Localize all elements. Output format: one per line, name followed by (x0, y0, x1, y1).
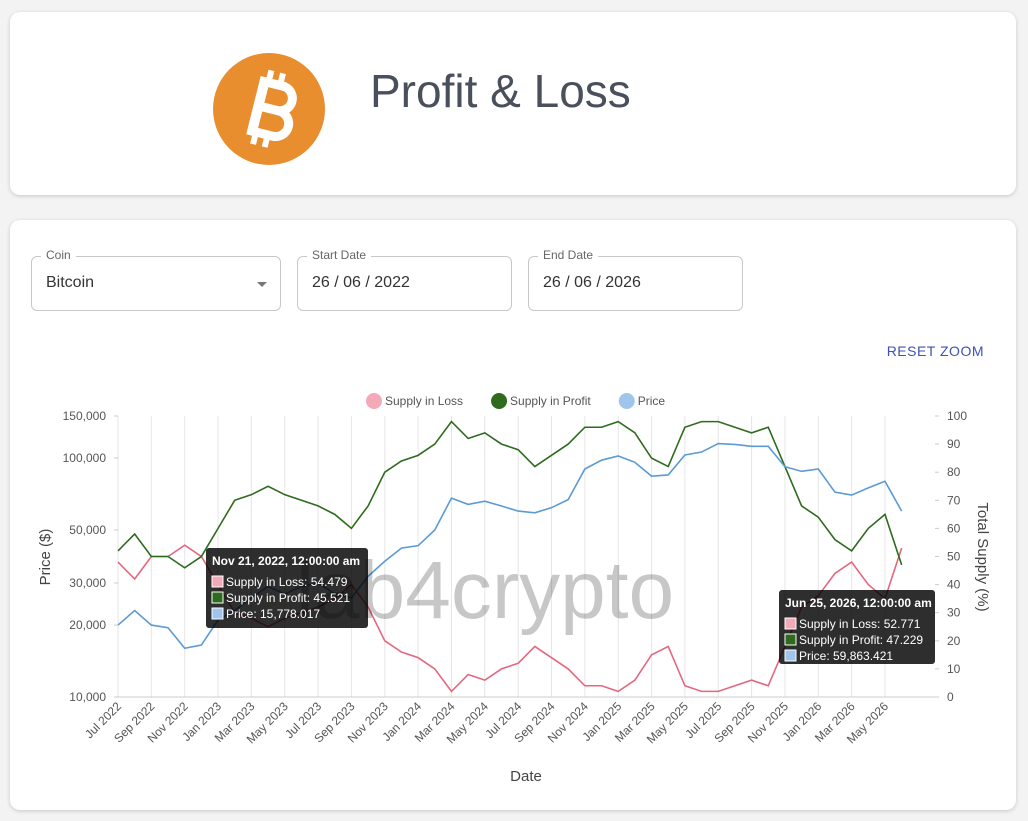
reset-zoom-button[interactable]: RESET ZOOM (886, 343, 984, 359)
y-tick-label: 30,000 (69, 576, 106, 590)
field-label: Coin (41, 248, 76, 262)
tooltip-box (206, 548, 368, 628)
legend-label: Supply in Loss (385, 394, 463, 408)
tooltip-line: Supply in Profit: 47.229 (799, 633, 923, 647)
y-tick-label: 100,000 (63, 451, 107, 465)
bitcoin-logo (213, 53, 325, 165)
tooltip-line: Price: 15,778.017 (226, 607, 320, 621)
y2-tick-label: 90 (947, 437, 961, 451)
tooltip-title: Jun 25, 2026, 12:00:00 am (785, 596, 932, 610)
y-tick-label: 10,000 (69, 690, 106, 704)
y2-tick-label: 60 (947, 521, 961, 535)
y2-tick-label: 50 (947, 550, 961, 564)
tooltip-line: Supply in Loss: 54.479 (226, 575, 348, 589)
tooltip-swatch (784, 617, 797, 630)
field-label: Start Date (307, 248, 372, 262)
tooltip-title: Nov 21, 2022, 12:00:00 am (212, 554, 360, 568)
field-value: 26 / 06 / 2022 (312, 274, 410, 291)
y2-tick-label: 80 (947, 465, 961, 479)
y-axis-title: Price ($) (37, 529, 54, 586)
legend-swatch (491, 393, 508, 409)
y2-tick-label: 20 (947, 634, 961, 648)
start-date-input[interactable]: Start Date 26 / 06 / 2022 (297, 248, 512, 311)
legend-label: Supply in Profit (510, 394, 591, 408)
tooltip-swatch (784, 633, 797, 646)
dropdown-arrow (257, 282, 267, 287)
legend-swatch (618, 393, 635, 409)
field-value: Bitcoin (46, 274, 95, 291)
legend-swatch (366, 393, 382, 409)
header-card: Profit & Loss (10, 12, 1016, 195)
end-date-input[interactable]: End Date 26 / 06 / 2026 (528, 248, 743, 311)
coin-select[interactable]: Coin Bitcoin (31, 248, 281, 311)
tooltip-line: Supply in Loss: 52.771 (799, 617, 921, 631)
tooltip-swatch (211, 591, 224, 604)
y2-tick-label: 100 (947, 409, 967, 423)
y-tick-label: 150,000 (63, 409, 107, 423)
page-title: Profit & Loss (370, 65, 631, 117)
y2-tick-label: 0 (947, 690, 954, 704)
y-tick-label: 20,000 (69, 618, 106, 632)
tooltip-line: Supply in Profit: 45.521 (226, 591, 350, 605)
y2-axis-title: Total Supply (%) (974, 502, 991, 611)
x-axis-title: Date (510, 768, 542, 785)
tooltip-swatch (211, 575, 224, 588)
y2-tick-label: 10 (947, 662, 961, 676)
tooltip-swatch (211, 607, 224, 620)
field-value: 26 / 06 / 2026 (543, 274, 641, 291)
y2-tick-label: 70 (947, 493, 961, 507)
tooltip-line: Price: 59,863.421 (799, 649, 893, 663)
series-line (117, 420, 903, 569)
y-tick-label: 50,000 (69, 523, 106, 537)
tooltip-box (779, 590, 935, 664)
tooltip-swatch (784, 649, 797, 662)
y2-tick-label: 30 (947, 606, 961, 620)
legend-label: Price (638, 394, 666, 408)
y2-tick-label: 40 (947, 578, 961, 592)
chart-card (10, 220, 1016, 810)
field-label: End Date (538, 248, 599, 262)
